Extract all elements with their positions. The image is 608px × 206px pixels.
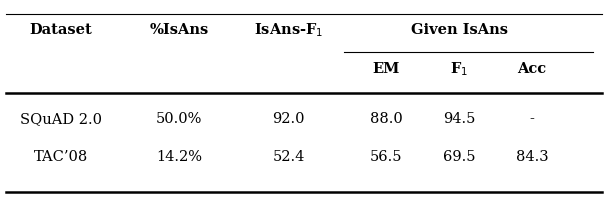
Text: 92.0: 92.0	[272, 112, 305, 126]
Text: TAC’08: TAC’08	[33, 150, 88, 164]
Text: Dataset: Dataset	[29, 23, 92, 37]
Text: 52.4: 52.4	[272, 150, 305, 164]
Text: 14.2%: 14.2%	[156, 150, 202, 164]
Text: 69.5: 69.5	[443, 150, 475, 164]
Text: Acc: Acc	[517, 62, 547, 76]
Text: 50.0%: 50.0%	[156, 112, 202, 126]
Text: IsAns-F$_1$: IsAns-F$_1$	[254, 21, 323, 39]
Text: SQuAD 2.0: SQuAD 2.0	[20, 112, 102, 126]
Text: Given IsAns: Given IsAns	[410, 23, 508, 37]
Text: F$_1$: F$_1$	[450, 60, 468, 78]
Text: EM: EM	[372, 62, 400, 76]
Text: 56.5: 56.5	[370, 150, 402, 164]
Text: 88.0: 88.0	[370, 112, 402, 126]
Text: 84.3: 84.3	[516, 150, 548, 164]
Text: -: -	[530, 112, 534, 126]
Text: 94.5: 94.5	[443, 112, 475, 126]
Text: %IsAns: %IsAns	[150, 23, 209, 37]
